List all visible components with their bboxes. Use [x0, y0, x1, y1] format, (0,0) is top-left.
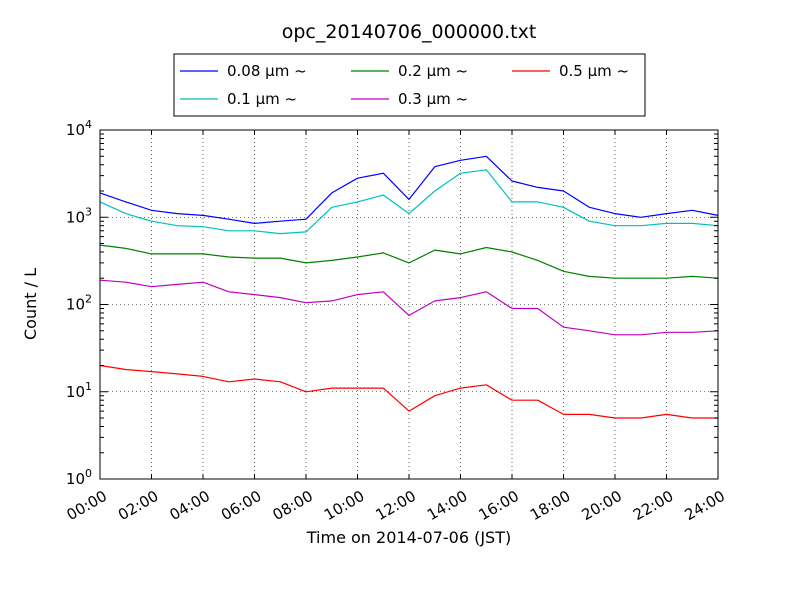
legend: 0.08 μm ~ 0.1 μm ~ 0.2 μm ~ 0.3 μm ~ 0.5 μm …: [173, 53, 646, 117]
x-tick-labels: 00:00 02:00 04:00 06:00 08:00 10:00 12:00 14:00…: [64, 487, 728, 524]
x-tick-label: 00:00: [64, 487, 110, 524]
legend-label-1: 0.1 μm ~: [227, 90, 297, 108]
series-line-3: [99, 279, 719, 336]
grid-lines: [100, 130, 718, 479]
series-line-1: [99, 169, 719, 235]
y-tick-labels: 100 101 102 103 104: [66, 118, 92, 488]
legend-box: [173, 53, 646, 117]
series-line-4: [99, 364, 718, 419]
x-tick-label: 06:00: [218, 487, 264, 524]
y-tick-label: 104: [66, 118, 92, 139]
y-tick-label: 100: [66, 467, 92, 488]
series-lines: [99, 155, 719, 419]
x-tick-label: 04:00: [167, 487, 213, 524]
series-line-2: [99, 244, 719, 279]
x-tick-label: 16:00: [476, 487, 522, 524]
x-tick-label: 24:00: [682, 487, 728, 524]
legend-label-3: 0.3 μm ~: [398, 90, 468, 108]
y-tick-label: 102: [66, 293, 92, 314]
x-tick-label: 12:00: [373, 487, 419, 524]
axis-ticks: [99, 129, 719, 480]
x-tick-label: 22:00: [630, 487, 676, 524]
series-line-0: [99, 155, 719, 224]
y-axis-label: Count / L: [21, 268, 40, 340]
legend-label-4: 0.5 μm ~: [559, 62, 629, 80]
x-tick-label: 02:00: [115, 487, 161, 524]
legend-label-2: 0.2 μm ~: [398, 62, 468, 80]
x-tick-label: 08:00: [270, 487, 316, 524]
x-tick-label: 20:00: [579, 487, 625, 524]
x-tick-label: 14:00: [424, 487, 470, 524]
y-tick-label: 101: [66, 380, 92, 401]
x-tick-label: 18:00: [527, 487, 573, 524]
y-tick-label: 103: [66, 205, 92, 226]
x-tick-label: 10:00: [321, 487, 367, 524]
x-axis-label: Time on 2014-07-06 (JST): [306, 528, 511, 547]
chart-title: opc_20140706_000000.txt: [282, 21, 537, 43]
legend-label-0: 0.08 μm ~: [227, 62, 307, 80]
